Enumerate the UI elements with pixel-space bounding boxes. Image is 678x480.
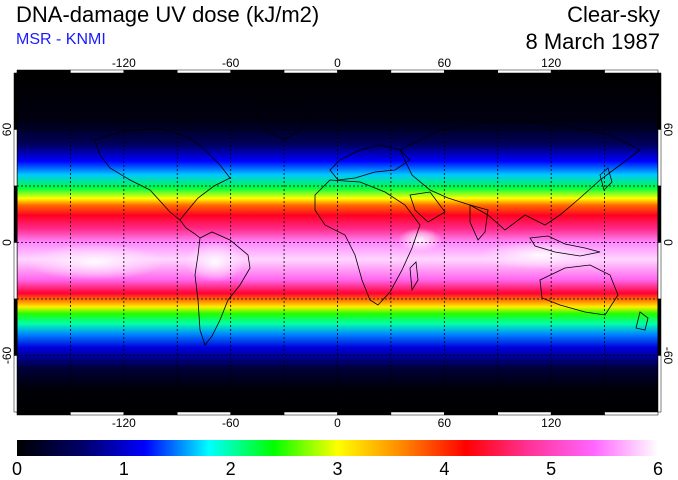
lon-label-top: -120: [112, 56, 136, 70]
colorbar-tick-label: 2: [226, 459, 236, 479]
lon-label-bottom: -60: [222, 416, 240, 430]
frame-segment-top: [390, 69, 445, 74]
lon-label-top: 120: [541, 56, 561, 70]
frame-segment-right: [657, 242, 662, 300]
coast-africa: [314, 179, 421, 306]
coastlines: [94, 99, 649, 346]
colorbar-tick-label: 5: [546, 459, 556, 479]
frame-segment-bottom: [550, 411, 605, 416]
frame-segment-top: [550, 69, 605, 74]
frame-segment-top: [497, 69, 552, 74]
uv-hotspot-pacific: [25, 244, 165, 280]
frame-segment-bottom: [123, 411, 178, 416]
lon-labels-top: -120 -60 0 60 120: [112, 56, 562, 70]
map-title: DNA-damage UV dose (kJ/m2): [16, 2, 320, 27]
colorbar-tick-label: 3: [332, 459, 342, 479]
frame-segment-left: [13, 355, 18, 413]
colorbar-tick-label: 0: [12, 459, 22, 479]
coast-india: [469, 204, 489, 241]
uv-hotspot-africa: [398, 228, 442, 252]
frame-segment-top: [230, 69, 285, 74]
frame-segment-bottom: [604, 411, 659, 416]
lat-label-left: -60: [0, 347, 14, 365]
colorbar-tick-label: 1: [119, 459, 129, 479]
coast-arabia: [409, 191, 446, 223]
frame-segment-left: [13, 185, 18, 243]
coast-south-america: [194, 231, 251, 346]
lon-label-bottom: -120: [112, 416, 136, 430]
frame-segment-right: [657, 298, 662, 356]
frame-segment-bottom: [444, 411, 499, 416]
lat-label-left: 60: [0, 123, 14, 137]
lat-label-right: -60: [661, 347, 675, 365]
lon-label-top: 0: [334, 56, 341, 70]
frame-segment-left: [13, 242, 18, 300]
lon-label-bottom: 120: [541, 416, 561, 430]
coast-greenland: [254, 99, 311, 141]
frame-segment-top: [123, 69, 178, 74]
coast-new-zealand: [635, 311, 649, 331]
lat-label-right: 60: [661, 123, 675, 137]
map-date: 8 March 1987: [525, 29, 660, 54]
coast-madagascar: [409, 261, 419, 292]
frame-segment-bottom: [283, 411, 338, 416]
frame-segment-bottom: [70, 411, 125, 416]
colorbar: [17, 440, 658, 456]
coast-asia: [399, 119, 641, 231]
lat-labels-left: 60 0 -60: [0, 123, 14, 365]
frame-segment-bottom: [16, 411, 71, 416]
lon-labels-bottom: -120 -60 0 60 120: [112, 416, 562, 430]
frame-segment-left: [13, 72, 18, 130]
coast-central-america: [179, 219, 201, 239]
lat-labels-right: 60 0 -60: [661, 123, 675, 365]
lat-label-right: 0: [661, 239, 675, 246]
frame-segment-top: [177, 69, 231, 74]
frame-segment-right: [657, 185, 662, 243]
frame-segment-top: [16, 69, 71, 74]
uv-hotspot-indian-ocean: [480, 241, 600, 269]
frame-segment-right: [657, 355, 662, 413]
frame-segment-right: [657, 129, 662, 187]
colorbar-labels: 0 1 2 3 4 5 6: [12, 459, 663, 479]
map-source: MSR - KNMI: [16, 31, 106, 48]
frame-segment-top: [604, 69, 659, 74]
frame-segment-right: [657, 72, 662, 130]
colorbar-tick-label: 4: [439, 459, 449, 479]
frame-segment-left: [13, 298, 18, 356]
frame-segment-top: [70, 69, 125, 74]
lon-label-top: 60: [438, 56, 452, 70]
coast-north-america: [94, 127, 231, 221]
frame-ticks: [13, 69, 662, 416]
coast-europe: [329, 144, 411, 181]
uv-hotspot-south-america: [185, 242, 245, 282]
lon-label-bottom: 0: [334, 416, 341, 430]
lon-label-bottom: 60: [438, 416, 452, 430]
frame-segment-left: [13, 129, 18, 187]
sky-condition: Clear-sky: [567, 2, 660, 27]
frame-segment-bottom: [390, 411, 445, 416]
lon-label-top: -60: [222, 56, 240, 70]
frame-segment-top: [337, 69, 392, 74]
coast-indonesia: [529, 235, 601, 257]
coast-japan: [599, 167, 613, 191]
frame-segment-bottom: [230, 411, 285, 416]
frame-segment-top: [444, 69, 499, 74]
lat-label-left: 0: [0, 239, 14, 246]
gridlines: [17, 73, 658, 412]
frame-segment-bottom: [497, 411, 552, 416]
colorbar-tick-label: 6: [653, 459, 663, 479]
frame-segment-bottom: [177, 411, 231, 416]
frame-segment-top: [283, 69, 338, 74]
frame-segment-bottom: [337, 411, 392, 416]
